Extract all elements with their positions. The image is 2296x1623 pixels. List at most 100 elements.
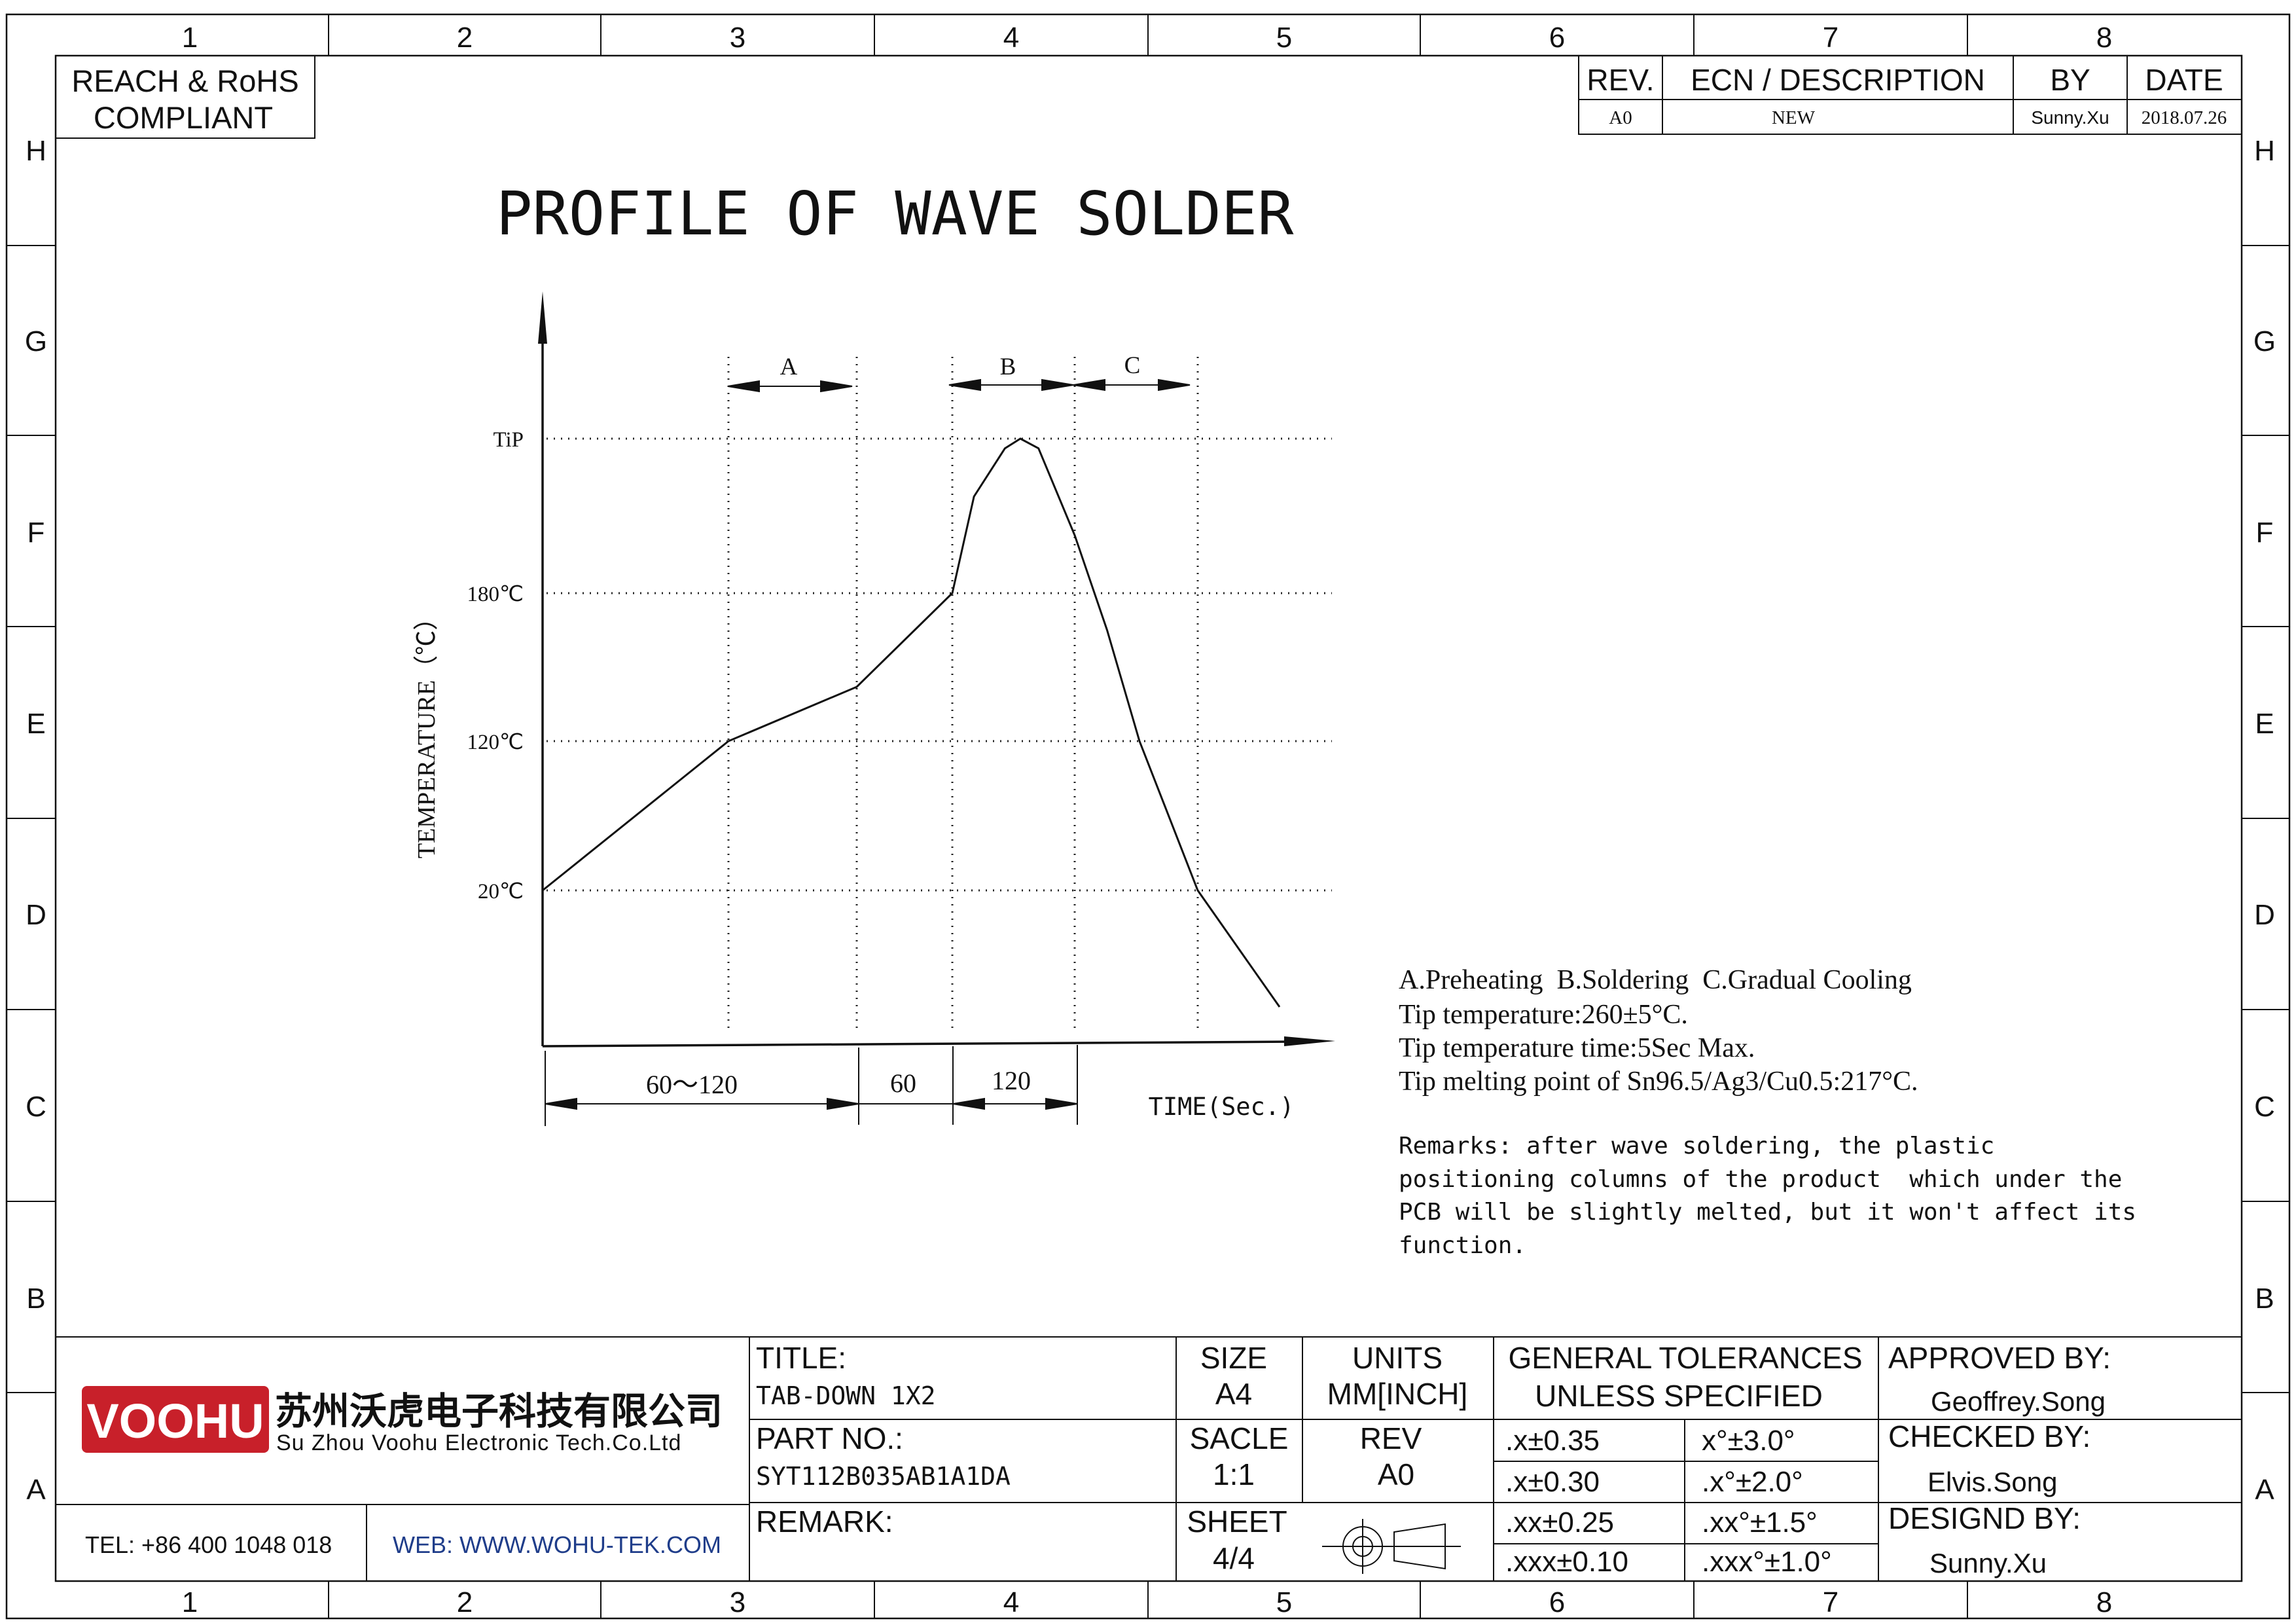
zone-row-right-c: C (2254, 1091, 2275, 1123)
compliance-line-1: REACH & RoHS (71, 64, 298, 98)
phase-markers (727, 378, 1191, 393)
by-value: Sunny.Xu (2031, 107, 2109, 128)
zone-col-top-4: 4 (1003, 22, 1019, 54)
y-tick-label: 120℃ (467, 731, 524, 754)
x-axis (542, 1040, 1297, 1048)
voohu-logo-text: VOOHU (86, 1394, 264, 1448)
zone-col-bottom-6: 6 (1549, 1586, 1565, 1618)
zone-row-left-d: D (26, 899, 46, 931)
title-label: TITLE: (756, 1341, 846, 1375)
scale-label: SACLE (1190, 1421, 1289, 1455)
tolerance-angular-1: x°±3.0° (1702, 1425, 1795, 1457)
x-axis-title: TIME(Sec.) (1149, 1093, 1295, 1121)
rev-label: REV (1360, 1421, 1422, 1455)
compliance-line-2: COMPLIANT (94, 100, 273, 135)
remark-line-3: PCB will be slightly melted, but it won'… (1399, 1199, 2136, 1226)
zone-row-right-f: F (2256, 517, 2274, 549)
profile-curve (542, 437, 1281, 1008)
web-text: WEB: WWW.WOHU-TEK.COM (393, 1531, 721, 1558)
date-value: 2018.07.26 (2142, 107, 2227, 128)
zone-row-left-a: A (26, 1474, 46, 1506)
y-axis-arrowhead (538, 291, 547, 344)
phase-b-label: B (1000, 354, 1016, 380)
date-header: DATE (2145, 63, 2223, 97)
remark-line-4: function. (1399, 1232, 1526, 1259)
checked-by-value: Elvis.Song (1928, 1467, 2057, 1497)
title-value: TAB-DOWN 1X2 (756, 1381, 936, 1410)
company-name-en: Su Zhou Voohu Electronic Tech.Co.Ltd (276, 1431, 681, 1455)
y-axis-title: TEMPERATURE（℃） (413, 606, 440, 858)
title-block-grid (56, 1336, 2242, 1581)
units-label: UNITS (1352, 1341, 1443, 1375)
zone-row-left-f: F (27, 517, 45, 549)
part-no-value: SYT112B035AB1A1DA (756, 1462, 1011, 1491)
third-angle-projection-icon (1322, 1519, 1461, 1574)
solder-profile-chart: 20℃ 120℃ 180℃ TiP TEMPERATURE（℃） TIME(Sec.)… (413, 291, 1335, 1126)
tolerance-linear-3: .xx±0.25 (1505, 1506, 1614, 1539)
zone-col-bottom-8: 8 (2096, 1586, 2112, 1618)
note-line-3: Tip temperature time:5Sec Max. (1399, 1033, 1755, 1063)
note-line-4: Tip melting point of Sn96.5/Ag3/Cu0.5:21… (1399, 1067, 1918, 1097)
zone-row-left-b: B (26, 1283, 45, 1315)
y-tick-label: TiP (493, 428, 524, 452)
outer-frame (5, 13, 2291, 1620)
zone-row-left-h: H (26, 135, 46, 167)
zone-col-bottom-4: 4 (1003, 1586, 1019, 1618)
compliance-box (55, 55, 315, 139)
zone-row-left-c: C (26, 1091, 46, 1123)
zone-row-right-e: E (2255, 708, 2274, 740)
ecn-header: ECN / DESCRIPTION (1691, 63, 1985, 97)
phase-c-label: C (1124, 352, 1141, 379)
tel-text: TEL: +86 400 1048 018 (85, 1531, 332, 1558)
zone-row-left-g: G (25, 325, 47, 357)
time-span-dimensions (545, 1045, 1078, 1126)
tick-labels: 20℃ 120℃ 180℃ TiP (467, 428, 524, 903)
size-label: SIZE (1200, 1341, 1267, 1375)
zone-row-right-g: G (2253, 325, 2276, 357)
approved-by-label: APPROVED BY: (1888, 1341, 2111, 1375)
tolerance-title-2: UNLESS SPECIFIED (1535, 1379, 1823, 1413)
zone-row-right-h: H (2254, 135, 2275, 167)
tolerance-angular-4: .xxx°±1.0° (1702, 1546, 1832, 1578)
remark-line-1: Remarks: after wave soldering, the plast… (1399, 1133, 1994, 1159)
zone-col-top-6: 6 (1549, 22, 1565, 54)
zone-col-bottom-7: 7 (1823, 1586, 1839, 1618)
time-span-soak: 60 (890, 1068, 916, 1098)
part-no-label: PART NO.: (756, 1421, 903, 1455)
zone-row-left-e: E (26, 708, 45, 740)
drawing-title: PROFILE OF WAVE SOLDER (496, 179, 1294, 249)
zone-col-top-8: 8 (2096, 22, 2112, 54)
zone-row-right-a: A (2255, 1474, 2274, 1506)
voohu-logo-badge (82, 1386, 269, 1453)
x-axis-arrowhead (1284, 1036, 1335, 1046)
time-span-preheat: 60～120 (646, 1070, 738, 1099)
phase-a-label: A (780, 354, 798, 380)
units-value: MM[INCH] (1327, 1377, 1468, 1411)
time-span-reflow: 120 (992, 1066, 1031, 1095)
tolerance-angular-2: .x°±2.0° (1702, 1466, 1803, 1498)
y-tick-label: 180℃ (467, 583, 524, 606)
checked-by-label: CHECKED BY: (1888, 1419, 2090, 1453)
zone-col-top-7: 7 (1823, 22, 1839, 54)
size-value: A4 (1215, 1377, 1252, 1411)
zone-col-bottom-5: 5 (1276, 1586, 1292, 1618)
note-line-2: Tip temperature:260±5°C. (1399, 1000, 1688, 1030)
scale-value: 1:1 (1213, 1457, 1255, 1491)
approved-by-value: Geoffrey.Song (1931, 1386, 2106, 1417)
zone-row-right-d: D (2254, 899, 2275, 931)
zone-col-top-3: 3 (730, 22, 745, 54)
zone-row-right-b: B (2255, 1283, 2274, 1315)
zone-col-bottom-1: 1 (182, 1586, 198, 1618)
rev-value: A0 (1609, 107, 1632, 128)
rev-header: REV. (1587, 63, 1654, 97)
zone-ticks (7, 14, 2289, 1618)
revision-table (1578, 55, 2242, 135)
by-header: BY (2050, 63, 2090, 97)
sheet-label: SHEET (1187, 1504, 1287, 1539)
tolerance-linear-4: .xxx±0.10 (1505, 1546, 1628, 1578)
tolerance-title-1: GENERAL TOLERANCES (1508, 1341, 1862, 1375)
tolerance-angular-3: .xx°±1.5° (1702, 1506, 1818, 1539)
ecn-value: NEW (1772, 107, 1816, 128)
note-line-1: A.Preheating B.Soldering C.Gradual Cooli… (1399, 965, 1912, 995)
